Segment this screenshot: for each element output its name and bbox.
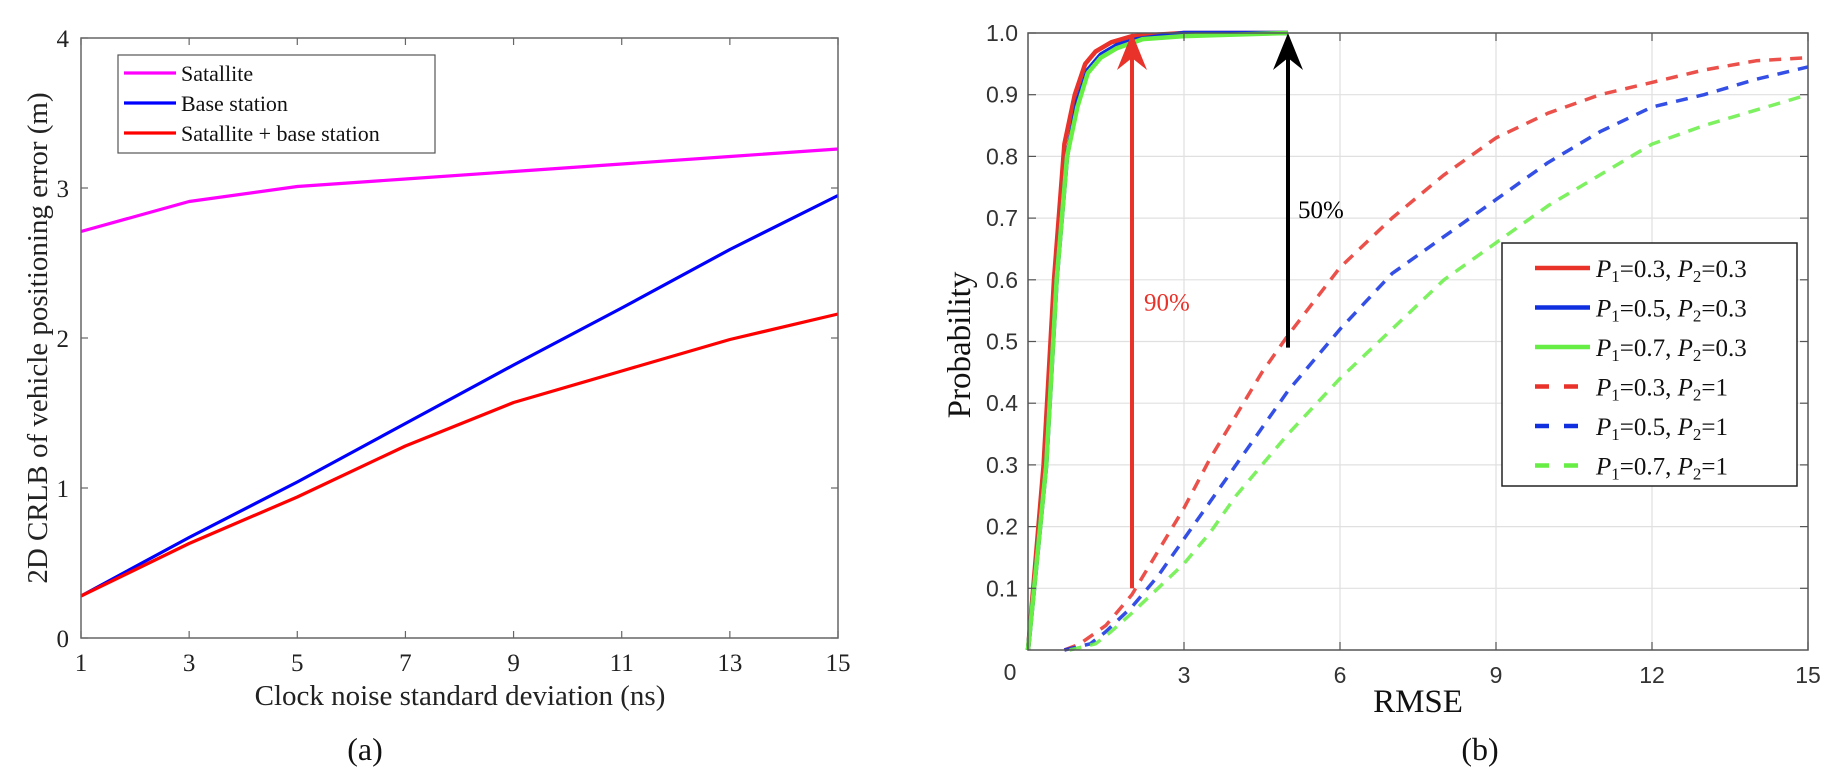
chart-b-legend-box — [1501, 242, 1798, 487]
annotation-arrow-head-1 — [1273, 33, 1303, 70]
chart-a-y-axis-label: 2D CRLB of vehicle positioning error (m) — [22, 92, 54, 583]
chart-b-x-tick-label: 12 — [1639, 662, 1665, 688]
chart-a-x-tick-label: 11 — [610, 650, 634, 677]
chart-b-y-axis-label: Probability — [942, 271, 978, 418]
chart-b-x-tick-label: 9 — [1490, 662, 1503, 688]
chart-a-y-tick-label: 3 — [57, 176, 70, 203]
chart-a-legend-label-1: Base station — [181, 91, 288, 116]
chart-b-legend-label-4: P1=0.5, P2=1 — [1595, 414, 1728, 444]
chart-b-y-tick-label: 0.6 — [986, 267, 1018, 293]
chart-a-y-tick-label: 2 — [57, 326, 70, 353]
chart-a-series-line-2 — [80, 312, 839, 598]
chart-b: 90% 50% 3 6 9 12 15 0 0.1 0.2 0.3 0.4 0.5 0.6 0.7 0.8 0… — [942, 20, 1821, 767]
chart-b-legend-label-5: P1=0.7, P2=1 — [1595, 454, 1728, 484]
chart-a-series-line-1 — [80, 194, 839, 598]
chart-a-y-tick-label: 4 — [57, 26, 70, 53]
chart-a-series — [80, 147, 839, 598]
chart-a-x-tick-label: 9 — [507, 650, 520, 677]
chart-b-x-tick-label: 15 — [1795, 662, 1821, 688]
chart-a-legend-label-2: Satallite + base station — [181, 121, 380, 146]
chart-a-x-tick-label: 15 — [826, 650, 851, 677]
chart-b-y-tick-label: 0.7 — [986, 205, 1018, 231]
chart-b-origin-label: 0 — [1004, 659, 1017, 685]
chart-a-legend: Satallite Base station Satallite + base st… — [117, 54, 436, 154]
chart-a-legend-label-0: Satallite — [181, 61, 253, 86]
chart-a-x-tick-label: 1 — [75, 650, 88, 677]
chart-a-x-tick-label: 7 — [399, 650, 412, 677]
chart-a-x-tick-label: 13 — [717, 650, 742, 677]
chart-a-y-tick-label: 0 — [57, 626, 70, 653]
chart-a-x-axis-label: Clock noise standard deviation (ns) — [255, 680, 666, 712]
chart-b-series — [1025, 30, 1809, 652]
chart-b-series-line-0 — [1025, 30, 1288, 651]
chart-b-y-tick-label: 0.3 — [986, 452, 1018, 478]
annotation-label-0: 90% — [1144, 290, 1190, 317]
chart-a-x-tick-label: 5 — [291, 650, 304, 677]
chart-b-legend-label-2: P1=0.7, P2=0.3 — [1595, 335, 1747, 365]
chart-a-caption: (a) — [347, 731, 383, 767]
chart-b-ticks: 3 6 9 12 15 0 0.1 0.2 0.3 0.4 0.5 0.6 0.7 0.8 0.9 1.0 — [986, 20, 1821, 688]
chart-a-x-tick-label: 3 — [183, 650, 196, 677]
chart-b-x-axis-label: RMSE — [1373, 684, 1463, 720]
annotation-label-1: 50% — [1298, 197, 1344, 224]
chart-b-legend-label-1: P1=0.5, P2=0.3 — [1595, 296, 1747, 326]
chart-b-legend-label-0: P1=0.3, P2=0.3 — [1595, 256, 1747, 286]
chart-b-y-tick-label: 0.2 — [986, 514, 1018, 540]
chart-b-y-tick-label: 0.9 — [986, 82, 1018, 108]
chart-b-caption: (b) — [1461, 731, 1498, 767]
chart-b-y-tick-label: 0.8 — [986, 143, 1018, 169]
chart-b-annotations: 90% 50% — [1117, 33, 1344, 589]
chart-b-legend-label-3: P1=0.3, P2=1 — [1595, 375, 1728, 405]
chart-b-y-tick-label: 1.0 — [986, 20, 1018, 46]
chart-b-y-tick-label: 0.4 — [986, 390, 1018, 416]
chart-b-series-line-4 — [1063, 65, 1809, 652]
chart-a-series-line-0 — [80, 147, 839, 234]
chart-b-legend: P1=0.3, P2=0.3 P1=0.5, P2=0.3 P1=0.7, P2=0… — [1501, 242, 1798, 487]
chart-b-y-tick-label: 0.1 — [986, 575, 1018, 601]
chart-a-y-tick-label: 1 — [57, 476, 70, 503]
chart-b-x-tick-label: 3 — [1178, 662, 1191, 688]
annotation-arrow-head-0 — [1117, 33, 1147, 70]
chart-b-y-tick-label: 0.5 — [986, 329, 1018, 355]
chart-b-x-tick-label: 6 — [1334, 662, 1347, 688]
